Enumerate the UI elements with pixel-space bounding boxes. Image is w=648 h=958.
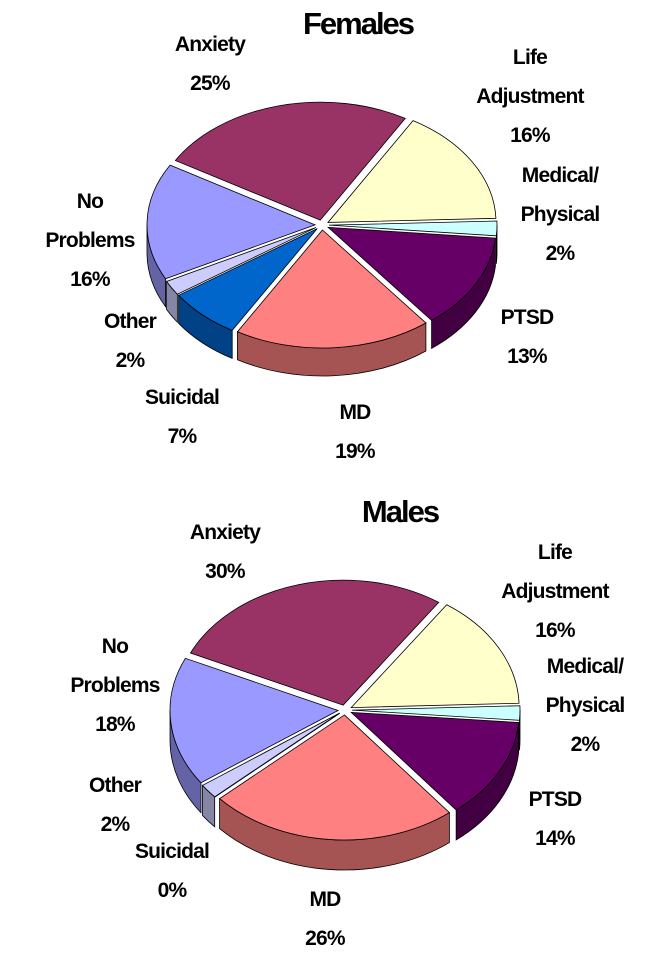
slice [174,101,406,221]
category-label: Anxiety [189,521,261,544]
slice [350,604,520,709]
value-label: 25% [190,72,230,95]
value-label: 2% [545,242,576,265]
value-label: 19% [335,440,375,463]
slice [177,228,318,331]
category-label: Medical/ Physical [520,164,601,226]
category-label: MD [339,401,371,424]
value-label: 18% [95,713,135,736]
category-label: No Problems [70,635,160,697]
slice-label: Other 2% [75,766,155,844]
slice-label: Life Adjustment 16% [465,38,595,155]
slice [350,711,520,811]
slice-label: Life Adjustment 16% [490,533,620,650]
value-label: 30% [205,560,245,583]
slice [327,120,497,223]
slice [328,220,498,237]
tops [169,579,521,841]
value-label: 16% [70,268,110,291]
value-label: 0% [157,879,188,902]
slice-label: Medical/ Physical 2% [495,156,625,273]
value-label: 2% [100,813,131,836]
slice-label: PTSD 14% [505,780,605,858]
category-label: Life Adjustment [476,46,584,108]
chart-title: Females [302,6,415,41]
category-label: Medical/ Physical [545,655,626,717]
slice-label: PTSD 13% [477,298,577,376]
value-label: 2% [115,349,146,372]
category-label: Suicidal [144,386,220,409]
slice-label: Suicidal 0% [117,832,227,910]
slice [351,705,521,721]
slice [165,227,317,295]
value-label: 26% [305,927,345,950]
slice-label: Other 2% [90,302,170,380]
slice-label: Anxiety 30% [165,513,285,591]
tops [146,101,498,349]
value-label: 16% [535,619,575,642]
category-label: Suicidal [134,840,210,863]
category-label: No Problems [45,190,135,252]
slice [201,712,340,798]
category-label: Anxiety [174,33,246,56]
slice [169,657,340,784]
slice-label: MD 19% [315,393,395,471]
slice-label: Anxiety 25% [150,25,270,103]
category-label: Other [103,310,157,333]
slice [236,229,427,349]
slice-label: Suicidal 7% [127,378,237,456]
slice-label: Medical/ Physical 2% [520,647,648,764]
value-label: 7% [167,425,198,448]
slice-label: No Problems 18% [60,627,170,744]
slice-label: MD 26% [285,880,365,958]
value-label: 16% [510,124,550,147]
category-label: PTSD [528,788,583,811]
slice [146,164,317,280]
category-label: MD [309,888,341,911]
category-label: Other [88,774,142,797]
value-label: 2% [570,733,601,756]
chart-title: Males [361,494,440,529]
slice [218,714,451,841]
value-label: 13% [507,345,547,368]
value-label: 14% [535,827,575,850]
category-label: Life Adjustment [501,541,609,603]
slice-label: No Problems 16% [35,182,145,299]
category-label: PTSD [500,306,555,329]
slice [327,226,496,321]
slice [189,579,440,706]
